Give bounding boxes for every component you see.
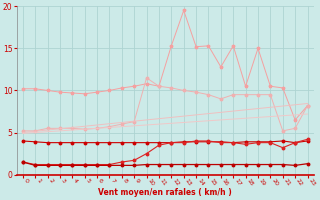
X-axis label: Vent moyen/en rafales ( km/h ): Vent moyen/en rafales ( km/h ) — [98, 188, 232, 197]
